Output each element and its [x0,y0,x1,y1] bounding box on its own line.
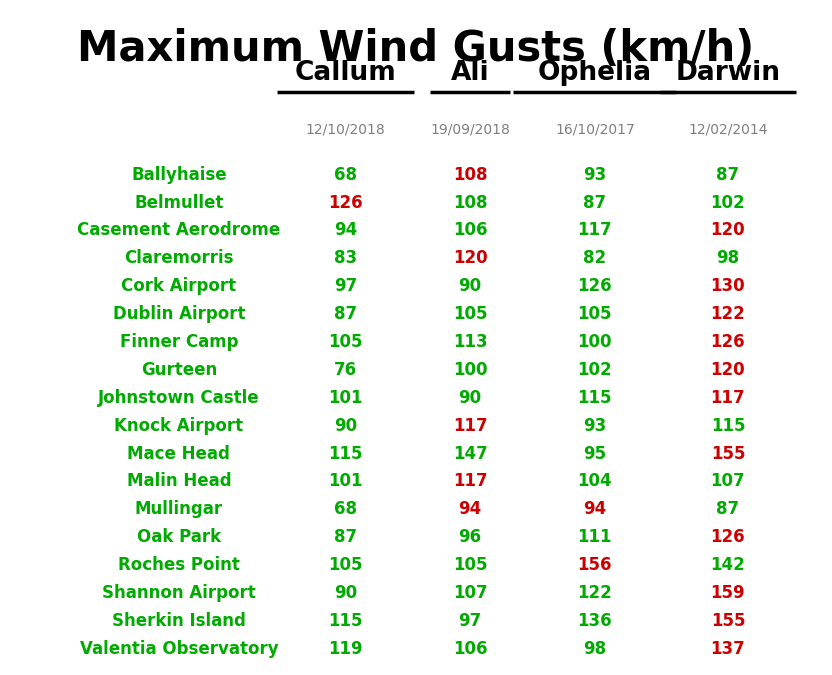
Text: 93: 93 [583,416,607,435]
Text: 97: 97 [334,277,357,295]
Text: 87: 87 [716,165,740,184]
Text: 98: 98 [716,249,740,267]
Text: Cork Airport: Cork Airport [121,277,236,295]
Text: Maximum Wind Gusts (km/h): Maximum Wind Gusts (km/h) [77,28,755,70]
Text: Ballyhaise: Ballyhaise [131,165,226,184]
Text: 136: 136 [577,612,612,630]
Text: 105: 105 [577,305,612,323]
Text: Oak Park: Oak Park [136,529,221,546]
Text: 105: 105 [328,333,363,351]
Text: Mace Head: Mace Head [127,445,230,462]
Text: 102: 102 [577,361,612,379]
Text: 122: 122 [711,305,745,323]
Text: Sherkin Island: Sherkin Island [112,612,245,630]
Text: Mullingar: Mullingar [135,500,223,518]
Text: 90: 90 [458,389,482,407]
Text: Shannon Airport: Shannon Airport [102,584,255,602]
Text: 87: 87 [334,305,357,323]
Text: 97: 97 [458,612,482,630]
Text: 94: 94 [334,221,357,240]
Text: 90: 90 [458,277,482,295]
Text: 94: 94 [458,500,482,518]
Text: Casement Aerodrome: Casement Aerodrome [77,221,280,240]
Text: 126: 126 [328,194,363,211]
Text: 147: 147 [453,445,488,462]
Text: 93: 93 [583,165,607,184]
Text: Valentia Observatory: Valentia Observatory [80,640,278,658]
Text: 120: 120 [453,249,488,267]
Text: 106: 106 [453,221,488,240]
Text: 90: 90 [334,584,357,602]
Text: 155: 155 [711,445,745,462]
Text: 95: 95 [583,445,607,462]
Text: Claremorris: Claremorris [124,249,234,267]
Text: Callum: Callum [295,60,396,86]
Text: 105: 105 [328,556,363,574]
Text: 119: 119 [328,640,363,658]
Text: 102: 102 [711,194,745,211]
Text: 126: 126 [711,529,745,546]
Text: 142: 142 [711,556,745,574]
Text: 104: 104 [577,472,612,491]
Text: 107: 107 [711,472,745,491]
Text: 107: 107 [453,584,488,602]
Text: 82: 82 [583,249,607,267]
Text: 76: 76 [334,361,357,379]
Text: 117: 117 [577,221,612,240]
Text: 106: 106 [453,640,488,658]
Text: 12/10/2018: 12/10/2018 [305,123,385,136]
Text: 115: 115 [328,445,363,462]
Text: 120: 120 [711,221,745,240]
Text: 100: 100 [577,333,612,351]
Text: 19/09/2018: 19/09/2018 [430,123,510,136]
Text: 87: 87 [334,529,357,546]
Text: 126: 126 [711,333,745,351]
Text: 108: 108 [453,194,488,211]
Text: 115: 115 [328,612,363,630]
Text: 117: 117 [711,389,745,407]
Text: 12/02/2014: 12/02/2014 [688,123,768,136]
Text: 108: 108 [453,165,488,184]
Text: 101: 101 [328,472,363,491]
Text: Ali: Ali [451,60,489,86]
Text: 105: 105 [453,556,488,574]
Text: 87: 87 [716,500,740,518]
Text: Finner Camp: Finner Camp [120,333,238,351]
Text: 96: 96 [458,529,482,546]
Text: 105: 105 [453,305,488,323]
Text: 101: 101 [328,389,363,407]
Text: 126: 126 [577,277,612,295]
Text: 113: 113 [453,333,488,351]
Text: 115: 115 [711,416,745,435]
Text: Knock Airport: Knock Airport [114,416,244,435]
Text: 137: 137 [711,640,745,658]
Text: Ophelia: Ophelia [537,60,652,86]
Text: 155: 155 [711,612,745,630]
Text: 98: 98 [583,640,607,658]
Text: Dublin Airport: Dublin Airport [112,305,245,323]
Text: 115: 115 [577,389,612,407]
Text: 111: 111 [577,529,612,546]
Text: 83: 83 [334,249,357,267]
Text: Darwin: Darwin [676,60,780,86]
Text: Malin Head: Malin Head [126,472,231,491]
Text: 120: 120 [711,361,745,379]
Text: 68: 68 [334,165,357,184]
Text: 16/10/2017: 16/10/2017 [555,123,635,136]
Text: 87: 87 [583,194,607,211]
Text: Roches Point: Roches Point [118,556,240,574]
Text: Gurteen: Gurteen [141,361,217,379]
Text: 156: 156 [577,556,612,574]
Text: 90: 90 [334,416,357,435]
Text: 100: 100 [453,361,488,379]
Text: 94: 94 [583,500,607,518]
Text: 130: 130 [711,277,745,295]
Text: 122: 122 [577,584,612,602]
Text: 159: 159 [711,584,745,602]
Text: Johnstown Castle: Johnstown Castle [98,389,260,407]
Text: 117: 117 [453,472,488,491]
Text: 117: 117 [453,416,488,435]
Text: Belmullet: Belmullet [134,194,224,211]
Text: 68: 68 [334,500,357,518]
